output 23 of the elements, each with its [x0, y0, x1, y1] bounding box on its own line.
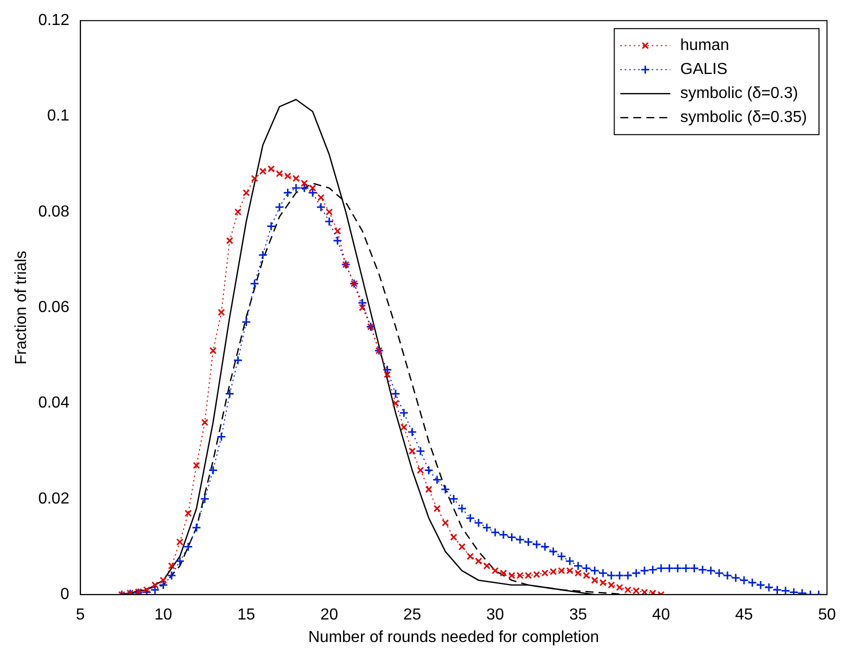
x-tick-label: 15: [237, 606, 256, 624]
legend-label: human: [680, 37, 730, 54]
x-axis-title: Number of rounds needed for completion: [308, 628, 600, 646]
y-tick-label: 0.02: [38, 490, 70, 508]
x-tick-label: 30: [486, 606, 504, 624]
y-tick-label: 0.1: [47, 108, 70, 125]
x-tick-label: 40: [652, 606, 670, 624]
x-tick-label: 50: [818, 606, 836, 624]
legend-label: GALIS: [680, 61, 728, 78]
x-tick-label: 35: [569, 606, 588, 624]
x-tick-label: 45: [735, 606, 754, 624]
x-tick-label: 5: [76, 606, 85, 624]
legend-label: symbolic (δ=0.35): [680, 109, 808, 126]
x-tick-label: 20: [320, 606, 338, 624]
y-tick-label: 0: [60, 586, 70, 604]
x-tick-label: 25: [403, 606, 422, 624]
y-tick-label: 0.12: [38, 12, 70, 30]
legend-label: symbolic (δ=0.3): [680, 85, 798, 102]
y-axis-title: Fraction of trials: [13, 250, 30, 365]
x-tick-label: 10: [154, 606, 172, 624]
y-tick-label: 0.08: [38, 203, 70, 220]
y-tick-label: 0.06: [38, 299, 70, 316]
y-tick-label: 0.04: [38, 394, 70, 412]
